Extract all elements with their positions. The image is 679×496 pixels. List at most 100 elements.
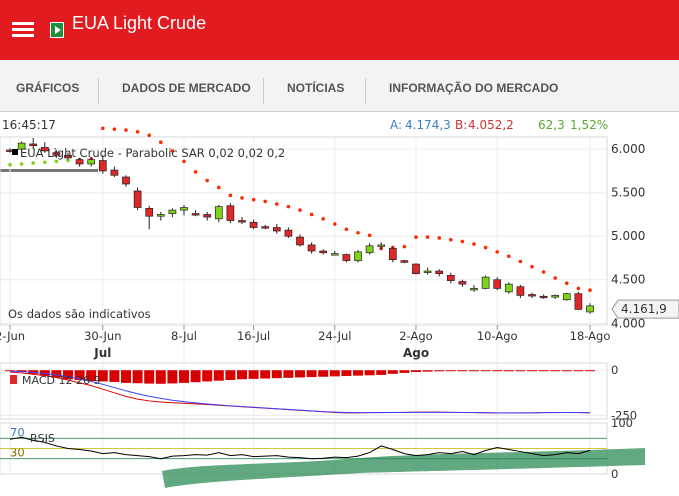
candle-down — [29, 143, 38, 147]
macd-histogram-bar — [585, 370, 595, 372]
sar-point — [124, 128, 128, 132]
sar-point — [170, 149, 175, 153]
sar-point — [193, 170, 198, 174]
app-bar: EUA Light Crude — [0, 0, 679, 60]
candle-down — [226, 205, 235, 221]
candle-up — [504, 283, 513, 293]
sar-point — [101, 126, 105, 131]
sar-point — [31, 161, 35, 165]
candle-up — [365, 245, 374, 254]
candle-down — [435, 270, 444, 274]
candle-down — [342, 254, 351, 261]
bid-label: B: — [455, 118, 467, 132]
price-chart[interactable]: 16:45:17 A: 4.174,3 B: 4.052,2 62,3 1,52… — [0, 113, 679, 496]
candle-down — [98, 160, 107, 172]
tab-informacao-do-mercado[interactable]: INFORMAÇÃO DO MERCADO — [389, 81, 559, 95]
macd-histogram-bar — [434, 370, 445, 372]
last-price-marker: 4.161,9 — [611, 299, 679, 319]
candle-down — [64, 154, 72, 159]
macd-histogram-bar — [225, 370, 236, 380]
candle-up — [168, 209, 177, 214]
sar-point — [8, 163, 12, 167]
sar-point — [588, 288, 592, 292]
y-tick-label: 5.000 — [611, 229, 645, 243]
macd-histogram-bar — [538, 370, 549, 372]
candle-up — [470, 288, 478, 291]
macd-histogram-bar — [295, 370, 305, 378]
sar-point — [565, 281, 569, 286]
rsi-level-label: 70 — [10, 425, 25, 439]
sar-point — [425, 235, 430, 239]
y-tick-label: 5.500 — [611, 186, 645, 200]
tab-noticias[interactable]: NOTÍCIAS — [287, 81, 345, 95]
tab-graficos[interactable]: GRÁFICOS — [16, 81, 80, 95]
candle-down — [493, 279, 502, 289]
sar-point — [414, 235, 418, 239]
sar-point — [437, 236, 442, 240]
sar-point — [217, 185, 221, 190]
macd-histogram-bar — [167, 370, 178, 384]
y-tick-label: 4.500 — [611, 273, 645, 287]
data-disclaimer: Os dados são indicativos — [8, 307, 151, 321]
x-tick-label: 2-Ago — [399, 329, 432, 343]
macd-histogram-bar — [109, 370, 120, 382]
price-change: 62,3 — [538, 118, 565, 132]
active-tab-indicator — [0, 169, 98, 172]
sar-point — [321, 217, 326, 221]
candle-down — [446, 275, 455, 281]
candle-down — [388, 248, 397, 261]
menu-icon[interactable] — [12, 22, 34, 38]
sar-point — [483, 245, 488, 250]
candle-down — [75, 159, 84, 165]
macd-histogram-bar — [329, 370, 340, 377]
rsi-series: 100 0 70 30 — [0, 416, 633, 481]
macd-histogram-bar — [469, 370, 479, 372]
candle-down — [40, 147, 49, 152]
sar-point — [275, 202, 279, 206]
sar-point — [402, 244, 407, 249]
tab-dados-de-mercado[interactable]: DADOS DE MERCADO — [122, 81, 251, 95]
chart-area[interactable]: 16:45:17 A: 4.174,3 B: 4.052,2 62,3 1,52… — [0, 113, 679, 496]
candle-up — [87, 159, 96, 165]
macd-signal-line — [9, 370, 591, 414]
candle-up — [423, 270, 432, 273]
candle-up — [586, 305, 594, 313]
month-label: Ago — [403, 346, 429, 360]
candle-up — [214, 206, 223, 220]
macd-histogram-bar — [63, 370, 73, 380]
macd-legend-swatch — [10, 375, 17, 384]
candle-down — [191, 213, 200, 216]
price-panel-frame — [0, 136, 608, 326]
rsi-tick-label: 0 — [611, 467, 618, 481]
sar-point — [240, 196, 244, 200]
candle-down — [307, 244, 316, 252]
candle-up — [377, 244, 386, 247]
macd-tick-label: -250 — [611, 408, 637, 422]
macd-histogram-bar — [271, 370, 282, 379]
sar-point — [518, 259, 523, 264]
sar-point — [159, 140, 163, 145]
sar-point — [135, 129, 140, 134]
page-title: EUA Light Crude — [72, 13, 207, 33]
macd-histogram-bar — [480, 370, 491, 372]
candle-up — [562, 293, 571, 301]
macd-histogram-bar — [260, 370, 271, 379]
macd-histogram-bar — [248, 370, 259, 379]
macd-histogram-bar — [492, 370, 503, 372]
chart-legend: EUA Light Crude - Parabolic SAR 0,02 0,0… — [20, 146, 285, 160]
macd-histogram-bar — [399, 370, 410, 373]
macd-histogram-bar — [550, 370, 561, 372]
macd-histogram-bar — [573, 370, 584, 372]
macd-histogram-bar — [5, 370, 15, 372]
macd-histogram-bar — [364, 370, 375, 376]
price-grid — [0, 137, 607, 474]
sar-point — [333, 222, 337, 226]
candle-down — [296, 236, 304, 246]
sar-point — [356, 230, 360, 235]
macd-histogram-bar — [202, 370, 213, 382]
macd-panel-frame — [0, 362, 608, 420]
rsi-legend: RSIS — [30, 432, 55, 445]
candle-down — [539, 295, 548, 299]
candle-up — [17, 142, 26, 150]
rsi-line — [9, 436, 591, 460]
